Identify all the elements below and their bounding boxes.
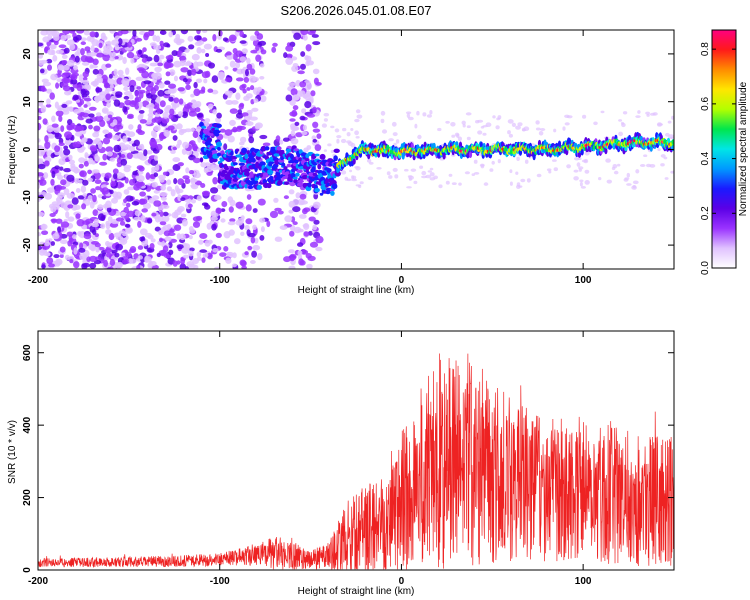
colorbar-ticks: 0.0 0.2 0.4 0.6 0.8 — [700, 42, 736, 275]
colorbar-gradient — [711, 29, 737, 269]
colorbar: 0.0 0.2 0.4 0.6 0.8 Normalized spectral ampl… — [700, 29, 749, 275]
snr-x-axis-label: Height of straight line (km) — [298, 586, 415, 597]
snr-x-tick-label: 100 — [575, 576, 592, 587]
snr-x-tick-label: -200 — [28, 576, 48, 587]
snr-y-tick-label: 400 — [22, 416, 33, 433]
colorbar-tick-label: 0.8 — [700, 42, 711, 56]
spectrogram-y-tick-label: -10 — [22, 190, 33, 205]
spectrogram-y-tick-label: 0 — [22, 146, 33, 152]
spectrogram-y-tick-label: -20 — [22, 237, 33, 252]
spectrogram-heatmap — [38, 30, 674, 269]
snr-ticks: -200 -100 0 100 0 200 400 600 — [22, 331, 674, 587]
colorbar-tick-label: 0.0 — [700, 261, 711, 275]
spectrogram-x-tick-label: 100 — [575, 275, 592, 286]
spectrogram-y-tick-label: 10 — [22, 96, 33, 108]
snr-series-line — [38, 353, 674, 570]
spectrogram-x-tick-label: -100 — [210, 275, 230, 286]
colorbar-tick-label: 0.4 — [700, 151, 711, 165]
spectrogram-x-tick-label: -200 — [28, 275, 48, 286]
snr-x-tick-label: -100 — [210, 576, 230, 587]
snr-y-tick-label: 0 — [22, 567, 33, 573]
snr-frame — [37, 330, 675, 571]
colorbar-tick-label: 0.6 — [700, 96, 711, 110]
snr-x-tick-label: 0 — [399, 576, 405, 587]
snr-panel: -200 -100 0 100 0 200 400 600 Height of straigh… — [7, 330, 675, 597]
colorbar-tick-label: 0.2 — [700, 206, 711, 220]
snr-y-tick-label: 200 — [22, 489, 33, 506]
colorbar-label: Normalized spectral amplitude — [738, 81, 749, 216]
spectrogram-x-axis-label: Height of straight line (km) — [298, 285, 415, 296]
spectrogram-x-tick-label: 0 — [399, 275, 405, 286]
spectrogram-y-tick-label: 20 — [22, 48, 33, 60]
figure-title: S206.2026.045.01.08.E07 — [280, 3, 431, 18]
snr-y-axis-label: SNR (10 * v/v) — [7, 420, 18, 484]
spectrogram-y-axis-label: Frequency (Hz) — [7, 116, 18, 185]
snr-y-tick-label: 600 — [22, 344, 33, 361]
